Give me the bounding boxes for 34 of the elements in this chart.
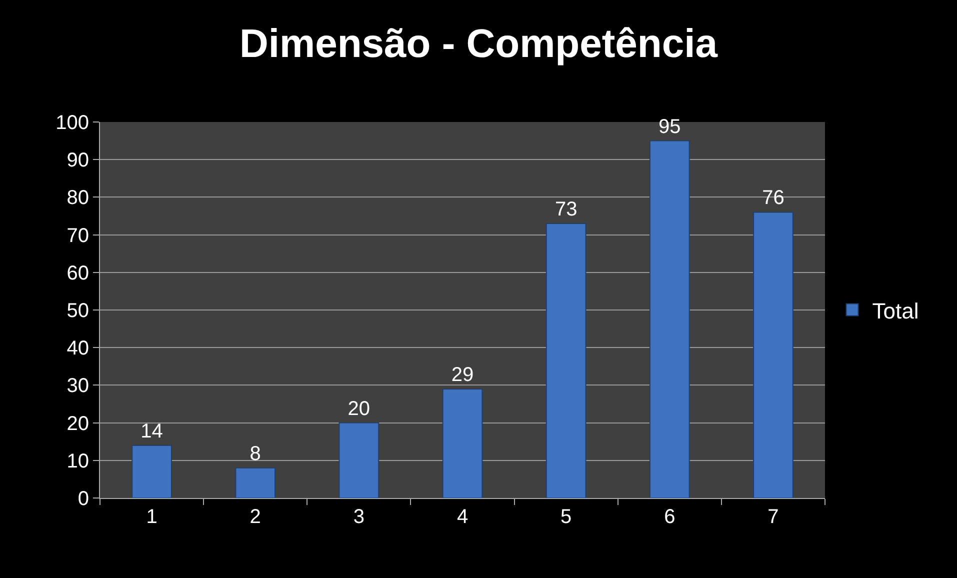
- y-tick-label: 30: [66, 375, 89, 398]
- bar: [649, 140, 690, 498]
- data-label: 29: [451, 364, 474, 386]
- data-label: 8: [250, 442, 261, 465]
- data-label: 14: [140, 420, 163, 442]
- chart-title: Dimensão - Competência: [240, 22, 718, 66]
- bar: [442, 388, 483, 498]
- y-tick-label: 0: [78, 488, 89, 510]
- y-tick-label: 20: [66, 412, 89, 435]
- data-label: 76: [762, 187, 784, 210]
- data-label: 20: [348, 398, 370, 420]
- y-tick-label: 100: [56, 112, 89, 134]
- x-tick-label: 1: [146, 506, 158, 528]
- y-tick-label: 70: [66, 224, 89, 247]
- y-tick-label: 90: [66, 150, 89, 172]
- legend-label: Total: [872, 298, 919, 324]
- bar: [132, 444, 172, 498]
- x-tick-label: 7: [768, 506, 779, 528]
- data-label: 95: [658, 116, 681, 138]
- x-tick-label: 4: [456, 506, 468, 528]
- y-tick-label: 40: [66, 338, 89, 360]
- x-tick-label: 6: [664, 506, 676, 528]
- x-tick-label: 3: [353, 506, 364, 528]
- y-tick-label: 60: [66, 262, 89, 284]
- y-tick-label: 10: [66, 450, 89, 472]
- bar: [338, 422, 380, 498]
- bar: [546, 223, 586, 498]
- data-label: 73: [554, 198, 578, 221]
- x-tick-label: 5: [560, 506, 572, 528]
- y-tick-label: 80: [66, 187, 89, 210]
- bar: [235, 467, 276, 498]
- x-tick-label: 2: [250, 506, 261, 528]
- y-tick-label: 50: [66, 300, 89, 322]
- bar: [753, 212, 794, 498]
